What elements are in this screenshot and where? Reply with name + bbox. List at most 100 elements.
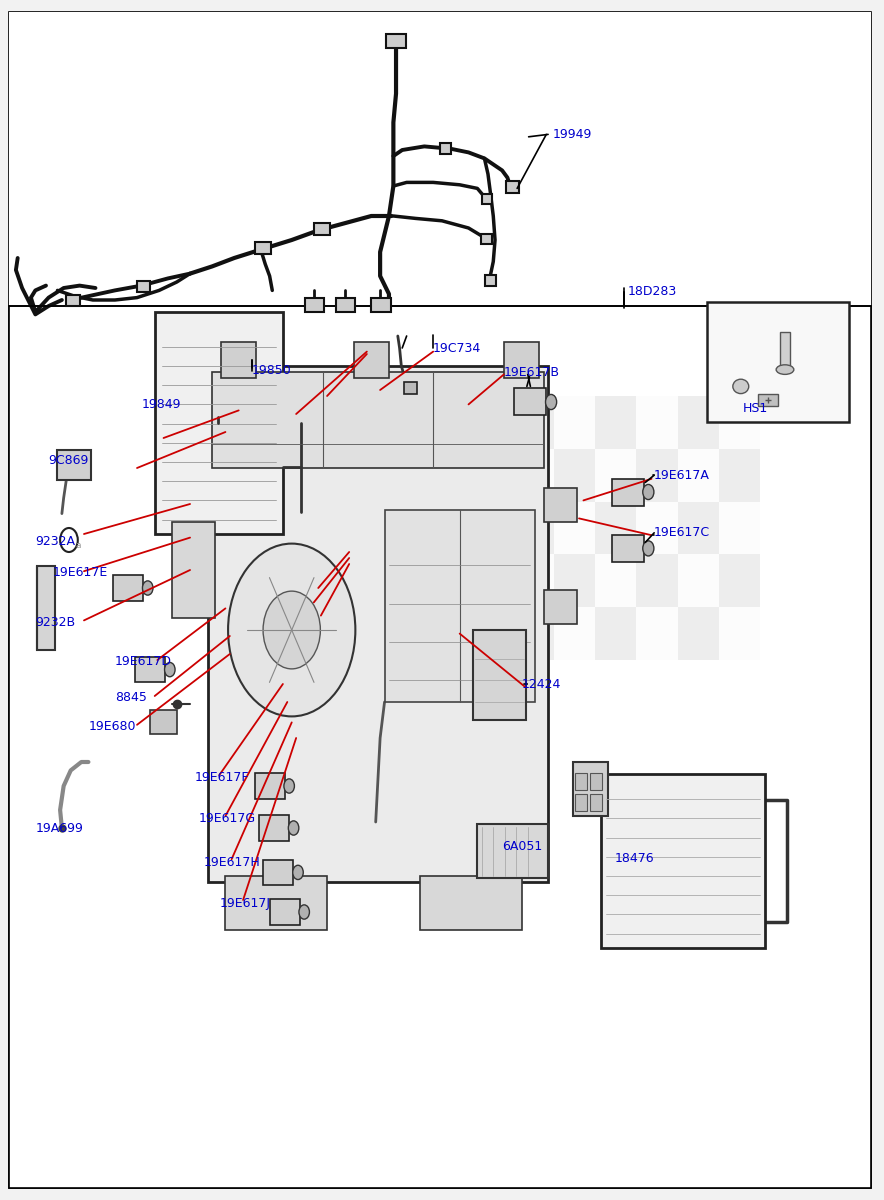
Bar (150, 710, 177, 734)
Ellipse shape (776, 365, 794, 374)
Ellipse shape (733, 379, 749, 394)
Bar (575, 794, 587, 811)
Text: 9232A: 9232A (35, 535, 75, 547)
Bar (9, 306, 871, 1188)
Text: 19850: 19850 (252, 365, 292, 377)
Bar (172, 522, 215, 618)
Text: 19A699: 19A699 (35, 822, 83, 834)
Bar (513, 554, 554, 607)
Bar (485, 275, 496, 286)
Bar (155, 312, 283, 534)
Bar (482, 194, 492, 204)
Bar (554, 554, 595, 607)
Bar (420, 876, 522, 930)
Bar (386, 34, 406, 48)
Circle shape (545, 395, 557, 409)
Bar (37, 566, 55, 650)
Bar (314, 223, 330, 235)
Text: 19E617J: 19E617J (219, 898, 271, 910)
Bar (481, 234, 492, 244)
Bar (544, 590, 577, 624)
Text: 19849: 19849 (141, 398, 181, 410)
Bar (221, 342, 256, 378)
Bar (719, 396, 760, 449)
Bar (473, 630, 526, 720)
Bar (113, 575, 143, 601)
Text: 19E617D: 19E617D (115, 655, 171, 667)
Bar (544, 488, 577, 522)
Bar (780, 332, 790, 366)
Bar (707, 302, 849, 422)
Bar (573, 762, 608, 816)
Bar (255, 773, 285, 799)
Bar (9, 12, 871, 306)
Bar (57, 450, 91, 480)
Bar (678, 554, 719, 607)
Text: 18D283: 18D283 (628, 286, 677, 298)
Bar (554, 607, 595, 660)
Circle shape (643, 485, 654, 499)
Text: 19E617C: 19E617C (654, 527, 710, 539)
Bar (354, 342, 389, 378)
Text: 19E680: 19E680 (88, 720, 136, 732)
Bar (719, 554, 760, 607)
Bar (612, 479, 644, 505)
Bar (719, 449, 760, 502)
Bar (636, 554, 678, 607)
Bar (506, 181, 519, 193)
Bar (255, 242, 271, 254)
Circle shape (142, 581, 153, 595)
Bar (554, 502, 595, 554)
Bar (636, 607, 678, 660)
Bar (504, 342, 539, 378)
Bar (595, 607, 636, 660)
Circle shape (288, 821, 299, 835)
Text: 19E617H: 19E617H (203, 857, 260, 869)
Text: 19E617G: 19E617G (199, 812, 256, 824)
Text: 9232B: 9232B (35, 617, 75, 629)
Bar (513, 396, 554, 449)
Text: 19E617F: 19E617F (194, 772, 249, 784)
Bar (259, 815, 289, 841)
Bar (513, 607, 554, 660)
Bar (636, 449, 678, 502)
Bar (385, 510, 535, 702)
Bar (758, 394, 778, 406)
Circle shape (293, 865, 303, 880)
Bar (678, 502, 719, 554)
Text: 19E617A: 19E617A (654, 469, 710, 481)
Bar (137, 281, 150, 292)
Bar (225, 876, 327, 930)
Text: 19C734: 19C734 (433, 342, 482, 354)
Bar (514, 389, 546, 415)
Bar (513, 502, 554, 554)
Bar (270, 899, 300, 925)
Text: HS1: HS1 (743, 402, 768, 414)
Bar (440, 143, 451, 154)
Circle shape (263, 592, 320, 668)
Circle shape (228, 544, 355, 716)
Bar (612, 535, 644, 562)
Bar (636, 502, 678, 554)
Bar (477, 824, 548, 878)
Circle shape (284, 779, 294, 793)
Bar (371, 298, 391, 312)
Bar (678, 449, 719, 502)
Bar (305, 298, 324, 312)
Bar (590, 794, 602, 811)
Bar (263, 859, 293, 886)
Bar (636, 396, 678, 449)
Bar (595, 502, 636, 554)
Text: 12424: 12424 (522, 678, 561, 690)
Bar (719, 607, 760, 660)
Text: 19949: 19949 (552, 128, 592, 140)
Bar (595, 396, 636, 449)
Bar (554, 396, 595, 449)
Text: 19E617E: 19E617E (53, 566, 108, 578)
Text: a: a (75, 541, 80, 551)
Bar (66, 295, 80, 306)
Text: scuderia: scuderia (217, 557, 525, 619)
Bar (336, 298, 355, 312)
Bar (595, 554, 636, 607)
Text: 9C869: 9C869 (49, 455, 89, 467)
